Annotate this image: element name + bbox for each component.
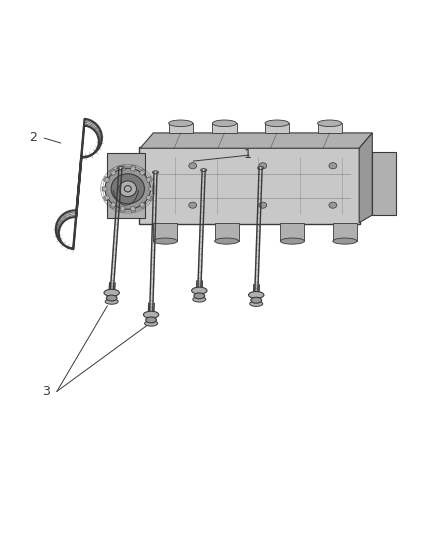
Text: 1: 1 bbox=[244, 148, 251, 161]
Bar bbox=[103, 176, 110, 183]
Ellipse shape bbox=[124, 185, 131, 192]
Bar bbox=[139, 169, 146, 176]
Polygon shape bbox=[197, 281, 202, 290]
Ellipse shape bbox=[169, 120, 193, 126]
Ellipse shape bbox=[189, 163, 197, 169]
Ellipse shape bbox=[143, 311, 159, 318]
Ellipse shape bbox=[105, 168, 151, 209]
Bar bbox=[102, 187, 107, 191]
Bar bbox=[146, 195, 152, 201]
Ellipse shape bbox=[259, 202, 267, 208]
Bar bbox=[120, 165, 125, 171]
Bar bbox=[131, 206, 136, 212]
Polygon shape bbox=[109, 282, 115, 293]
Bar bbox=[149, 187, 154, 191]
Ellipse shape bbox=[145, 321, 158, 326]
Bar bbox=[120, 206, 125, 212]
Polygon shape bbox=[198, 170, 205, 290]
Bar bbox=[280, 223, 304, 241]
Bar bbox=[110, 202, 117, 208]
Polygon shape bbox=[110, 168, 122, 293]
Ellipse shape bbox=[153, 238, 177, 244]
Ellipse shape bbox=[215, 238, 239, 244]
Bar bbox=[265, 123, 289, 133]
Bar bbox=[107, 152, 145, 219]
Ellipse shape bbox=[189, 202, 197, 208]
Ellipse shape bbox=[146, 317, 156, 323]
Ellipse shape bbox=[265, 120, 289, 126]
Bar bbox=[372, 152, 396, 215]
Ellipse shape bbox=[104, 289, 119, 296]
Ellipse shape bbox=[212, 120, 237, 126]
Bar bbox=[153, 223, 177, 241]
Bar bbox=[131, 165, 136, 171]
Ellipse shape bbox=[318, 120, 342, 126]
Polygon shape bbox=[255, 168, 262, 295]
Ellipse shape bbox=[251, 297, 261, 303]
Bar bbox=[169, 123, 193, 133]
Ellipse shape bbox=[105, 299, 118, 304]
Polygon shape bbox=[140, 133, 372, 148]
Polygon shape bbox=[359, 133, 372, 223]
Ellipse shape bbox=[259, 163, 267, 169]
Ellipse shape bbox=[193, 297, 206, 302]
Ellipse shape bbox=[329, 202, 337, 208]
Bar bbox=[103, 195, 110, 201]
Ellipse shape bbox=[119, 181, 137, 197]
Ellipse shape bbox=[111, 174, 145, 204]
Ellipse shape bbox=[248, 292, 264, 298]
Text: 3: 3 bbox=[42, 385, 50, 398]
Ellipse shape bbox=[106, 295, 117, 301]
Ellipse shape bbox=[194, 293, 205, 299]
Text: 2: 2 bbox=[29, 131, 37, 144]
Ellipse shape bbox=[192, 287, 207, 294]
Ellipse shape bbox=[117, 166, 124, 169]
Ellipse shape bbox=[258, 166, 264, 169]
Polygon shape bbox=[148, 303, 154, 315]
Ellipse shape bbox=[250, 301, 263, 306]
Ellipse shape bbox=[280, 238, 304, 244]
Bar bbox=[215, 223, 239, 241]
FancyBboxPatch shape bbox=[139, 147, 360, 223]
Ellipse shape bbox=[329, 163, 337, 169]
Bar bbox=[333, 223, 357, 241]
Polygon shape bbox=[150, 172, 157, 314]
Bar bbox=[212, 123, 237, 133]
Ellipse shape bbox=[333, 238, 357, 244]
Ellipse shape bbox=[152, 171, 159, 174]
Bar bbox=[318, 123, 342, 133]
Ellipse shape bbox=[201, 168, 207, 172]
Bar bbox=[146, 176, 152, 183]
Polygon shape bbox=[254, 285, 259, 295]
Bar bbox=[110, 169, 117, 176]
Bar bbox=[139, 202, 146, 208]
